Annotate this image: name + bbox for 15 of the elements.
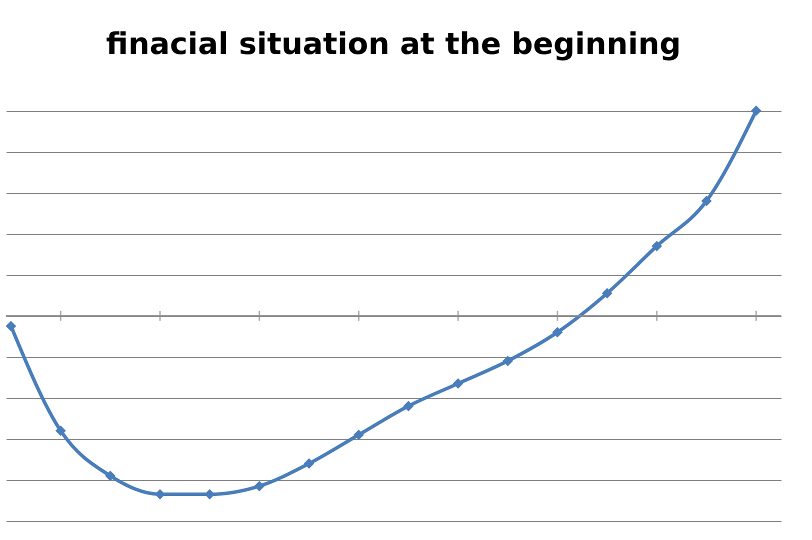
point <box>55 425 66 436</box>
point <box>602 288 612 299</box>
point <box>750 105 762 116</box>
point <box>254 480 265 492</box>
point <box>701 196 712 206</box>
point <box>452 378 464 389</box>
point <box>105 470 116 482</box>
chart-title: finacial situation at the beginning <box>106 27 681 62</box>
point <box>304 458 314 469</box>
point <box>353 430 364 440</box>
point <box>652 240 662 252</box>
point <box>552 327 563 338</box>
point <box>502 356 514 366</box>
point <box>6 320 16 332</box>
point <box>403 400 414 412</box>
